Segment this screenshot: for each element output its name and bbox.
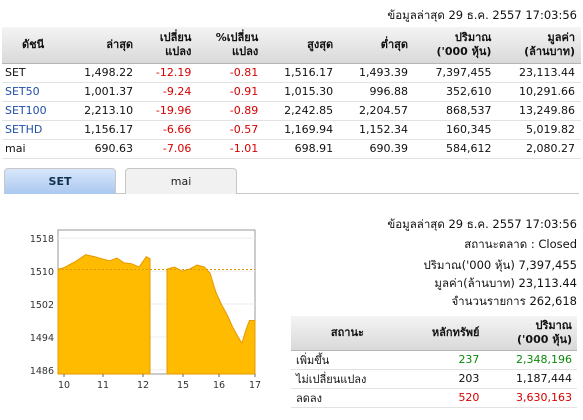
table-row: SET50 1,001.37 -9.24 -0.91 1,015.30 996.…: [2, 82, 581, 102]
x-tick-label: 12: [137, 380, 149, 391]
tab-mai[interactable]: mai: [125, 168, 237, 194]
index-last: 1,156.17: [64, 120, 140, 140]
index-high: 1,516.17: [264, 63, 340, 83]
index-value: 5,019.82: [497, 120, 581, 140]
y-tick-label: 1486: [30, 366, 54, 377]
index-low: 1,152.34: [339, 120, 414, 140]
index-low: 2,204.57: [339, 101, 414, 121]
col-last: ล่าสุด: [64, 27, 140, 64]
x-tick-label: 11: [97, 380, 109, 391]
index-value: 2,080.27: [497, 139, 581, 159]
afternoon-session-area: [166, 264, 256, 375]
index-volume: 352,610: [413, 82, 498, 102]
index-pct-change: -0.57: [197, 120, 265, 140]
index-last: 1,498.22: [64, 63, 140, 83]
intraday-chart: 1518 1510 1502 1494 1486 10 11 12 15 16 17: [0, 222, 270, 420]
index-value: 13,249.86: [497, 101, 581, 121]
index-change: -19.96: [139, 101, 198, 121]
index-last: 2,213.10: [64, 101, 140, 121]
col-high: สูงสุด: [264, 27, 340, 64]
index-low: 690.39: [339, 139, 414, 159]
index-change: -12.19: [139, 63, 198, 83]
breadth-header: สถานะ หลักทรัพย์ ปริมาณ ('000 หุ้น): [291, 316, 577, 351]
col-index: ดัชนี: [2, 27, 65, 64]
y-tick-label: 1494: [30, 333, 54, 344]
col-securities: หลักทรัพย์: [403, 316, 485, 351]
index-pct-change: -0.81: [197, 63, 265, 83]
table-row: SET 1,498.22 -12.19 -0.81 1,516.17 1,493…: [2, 63, 581, 83]
index-volume: 160,345: [413, 120, 498, 140]
index-table: ดัชนี ล่าสุด เปลี่ยน แปลง %เปลี่ยน แปลง สู…: [2, 27, 581, 159]
breadth-label: เพิ่มขึ้น: [291, 350, 404, 370]
index-low: 1,493.39: [339, 63, 414, 83]
index-volume: 868,537: [413, 101, 498, 121]
index-change: -7.06: [139, 139, 198, 159]
intraday-chart-svg: 1518 1510 1502 1494 1486 10 11 12 15 16 17: [30, 229, 261, 391]
index-pct-change: -0.91: [197, 82, 265, 102]
index-name-link[interactable]: SETHD: [2, 120, 65, 140]
col-value: มูลค่า (ล้านบาท): [497, 27, 581, 64]
col-change: เปลี่ยน แปลง: [139, 27, 198, 64]
x-tick-label: 15: [177, 380, 189, 391]
index-value: 10,291.66: [497, 82, 581, 102]
morning-session-area: [57, 254, 151, 375]
index-low: 996.88: [339, 82, 414, 102]
index-high: 1,169.94: [264, 120, 340, 140]
table-row: SETHD 1,156.17 -6.66 -0.57 1,169.94 1,15…: [2, 120, 581, 140]
index-high: 1,015.30: [264, 82, 340, 102]
breadth-count: 203: [403, 369, 485, 389]
x-tick-label: 10: [58, 380, 70, 391]
col-volume: ปริมาณ ('000 หุ้น): [413, 27, 498, 64]
table-row: ลดลง 520 3,630,163: [291, 388, 577, 408]
index-volume: 7,397,455: [413, 63, 498, 83]
index-name: mai: [2, 139, 65, 159]
y-tick-label: 1502: [30, 300, 54, 311]
col-status: สถานะ: [291, 316, 404, 351]
col-breadth-volume: ปริมาณ ('000 หุ้น): [484, 316, 577, 351]
breadth-label: ลดลง: [291, 388, 404, 408]
y-tick-label: 1518: [30, 234, 54, 245]
table-row: SET100 2,213.10 -19.96 -0.89 2,242.85 2,…: [2, 101, 581, 121]
chart-timestamp: ข้อมูลล่าสุด 29 ธ.ค. 2557 17:03:56: [387, 217, 577, 231]
index-change: -6.66: [139, 120, 198, 140]
table-row: เพิ่มขึ้น 237 2,348,196: [291, 350, 577, 370]
market-breadth-table: สถานะ หลักทรัพย์ ปริมาณ ('000 หุ้น) เพิ่ม…: [291, 316, 577, 408]
total-volume: ปริมาณ('000 หุ้น) 7,397,455: [423, 258, 577, 272]
y-tick-label: 1510: [30, 267, 54, 278]
breadth-count: 237: [403, 350, 485, 370]
market-tabs: SET mai: [4, 168, 579, 194]
col-low: ต่ำสุด: [339, 27, 414, 64]
table-row: mai 690.63 -7.06 -1.01 698.91 690.39 584…: [2, 139, 581, 159]
breadth-volume: 2,348,196: [484, 350, 577, 370]
index-name-link[interactable]: SET100: [2, 101, 65, 121]
total-transactions: จำนวนรายการ 262,618: [451, 294, 577, 308]
market-status: สถานะตลาด : Closed: [464, 237, 577, 251]
index-last: 1,001.37: [64, 82, 140, 102]
index-name-link[interactable]: SET50: [2, 82, 65, 102]
breadth-volume: 3,630,163: [484, 388, 577, 408]
total-value: มูลค่า(ล้านบาท) 23,113.44: [434, 276, 577, 290]
index-volume: 584,612: [413, 139, 498, 159]
index-table-header: ดัชนี ล่าสุด เปลี่ยน แปลง %เปลี่ยน แปลง สู…: [2, 27, 581, 64]
table-row: ไม่เปลี่ยนแปลง 203 1,187,444: [291, 369, 577, 389]
index-high: 2,242.85: [264, 101, 340, 121]
index-value: 23,113.44: [497, 63, 581, 83]
index-high: 698.91: [264, 139, 340, 159]
x-tick-label: 16: [213, 380, 225, 391]
breadth-count: 520: [403, 388, 485, 408]
col-pct-change: %เปลี่ยน แปลง: [197, 27, 265, 64]
index-pct-change: -0.89: [197, 101, 265, 121]
index-name: SET: [2, 63, 65, 83]
last-update-timestamp: ข้อมูลล่าสุด 29 ธ.ค. 2557 17:03:56: [387, 8, 577, 22]
breadth-label: ไม่เปลี่ยนแปลง: [291, 369, 404, 389]
index-change: -9.24: [139, 82, 198, 102]
index-pct-change: -1.01: [197, 139, 265, 159]
breadth-volume: 1,187,444: [484, 369, 577, 389]
x-tick-label: 17: [249, 380, 261, 391]
index-last: 690.63: [64, 139, 140, 159]
tab-set[interactable]: SET: [4, 168, 116, 194]
